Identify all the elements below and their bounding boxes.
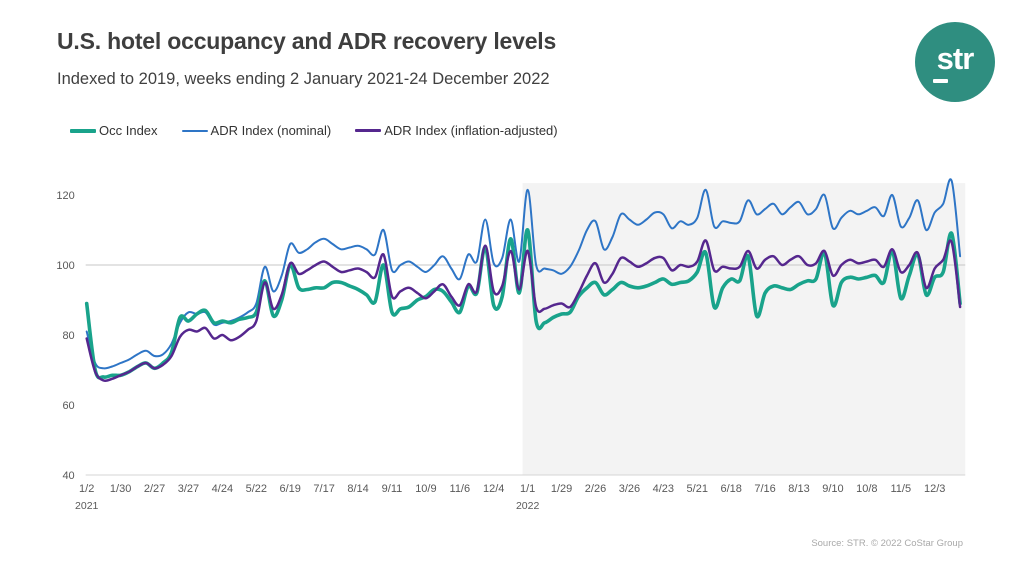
x-tick-label: 1/1 xyxy=(520,483,535,495)
str-logo-underline-mark xyxy=(933,79,948,83)
x-axis-year-label: 2021 xyxy=(75,500,99,512)
x-tick-label: 8/14 xyxy=(347,483,368,495)
x-tick-label: 5/22 xyxy=(246,483,267,495)
x-tick-label: 7/17 xyxy=(313,483,334,495)
adr-nominal-line-swatch xyxy=(181,129,208,132)
x-tick-label: 2/27 xyxy=(144,483,165,495)
x-tick-label: 10/9 xyxy=(415,483,436,495)
y-tick-label: 120 xyxy=(56,190,74,202)
x-tick-label: 9/10 xyxy=(822,483,843,495)
x-tick-label: 1/30 xyxy=(110,483,131,495)
x-tick-label: 12/4 xyxy=(483,483,504,495)
legend-label: ADR Index (nominal) xyxy=(210,123,332,138)
x-tick-label: 2/26 xyxy=(585,483,606,495)
chart-legend: Occ Index ADR Index (nominal) ADR Index … xyxy=(70,123,558,138)
x-tick-label: 6/18 xyxy=(720,483,741,495)
series-line-adr-index-inflation-adjusted xyxy=(85,239,962,383)
x-tick-label: 11/5 xyxy=(890,483,911,495)
str-logo-text: str xyxy=(936,41,975,76)
x-tick-label: 7/16 xyxy=(754,483,775,495)
x-tick-label: 6/19 xyxy=(280,483,301,495)
x-tick-label: 1/2 xyxy=(79,483,94,495)
x-tick-label: 10/8 xyxy=(856,483,877,495)
x-tick-label: 4/23 xyxy=(653,483,674,495)
x-tick-label: 8/13 xyxy=(788,483,809,495)
legend-item-occ-index: Occ Index xyxy=(70,123,158,138)
x-tick-label: 9/11 xyxy=(382,483,403,495)
x-tick-label: 4/24 xyxy=(212,483,233,495)
series-line-occ-index xyxy=(84,228,962,380)
source-attribution: Source: STR. © 2022 CoStar Group xyxy=(811,538,963,549)
x-tick-label: 12/3 xyxy=(924,483,945,495)
x-tick-label: 3/27 xyxy=(178,483,199,495)
legend-label: Occ Index xyxy=(99,123,158,138)
y-tick-label: 100 xyxy=(56,260,74,272)
x-tick-label: 11/6 xyxy=(450,483,471,495)
x-tick-label: 1/29 xyxy=(551,483,572,495)
adr-inflation-adjusted-line-swatch xyxy=(355,129,382,132)
x-tick-label: 3/26 xyxy=(619,483,640,495)
page-subtitle: Indexed to 2019, weeks ending 2 January … xyxy=(57,70,550,88)
series-line-adr-index-nominal xyxy=(85,178,962,370)
page-title: U.S. hotel occupancy and ADR recovery le… xyxy=(57,28,557,54)
x-tick-label: 5/21 xyxy=(687,483,708,495)
x-axis-year-label: 2022 xyxy=(516,500,540,512)
y-tick-label: 40 xyxy=(62,470,74,482)
shaded-region-2022 xyxy=(522,183,966,475)
legend-item-adr-nominal: ADR Index (nominal) xyxy=(181,123,332,138)
occ-index-line-swatch xyxy=(70,128,96,133)
str-logo: str xyxy=(915,22,995,102)
legend-label: ADR Index (inflation-adjusted) xyxy=(384,123,558,138)
y-tick-label: 80 xyxy=(62,330,74,342)
y-tick-label: 60 xyxy=(62,400,74,412)
legend-item-adr-inflation-adjusted: ADR Index (inflation-adjusted) xyxy=(355,123,558,138)
